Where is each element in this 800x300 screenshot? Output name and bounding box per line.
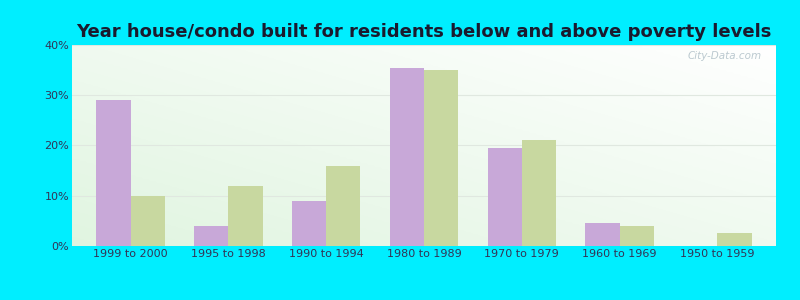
Bar (424, 70, 458, 246)
Title: Year house/condo built for residents below and above poverty levels: Year house/condo built for residents bel… (76, 23, 772, 41)
Bar (130, 196, 165, 246)
Bar (326, 166, 361, 246)
Bar (292, 201, 326, 246)
Bar (586, 224, 619, 246)
Bar (229, 186, 262, 246)
Bar (619, 226, 654, 246)
Text: City-Data.com: City-Data.com (688, 51, 762, 61)
Bar (522, 140, 556, 246)
Bar (718, 233, 751, 246)
Bar (390, 68, 424, 246)
Bar (487, 148, 522, 246)
Bar (194, 226, 229, 246)
Bar (97, 100, 130, 246)
